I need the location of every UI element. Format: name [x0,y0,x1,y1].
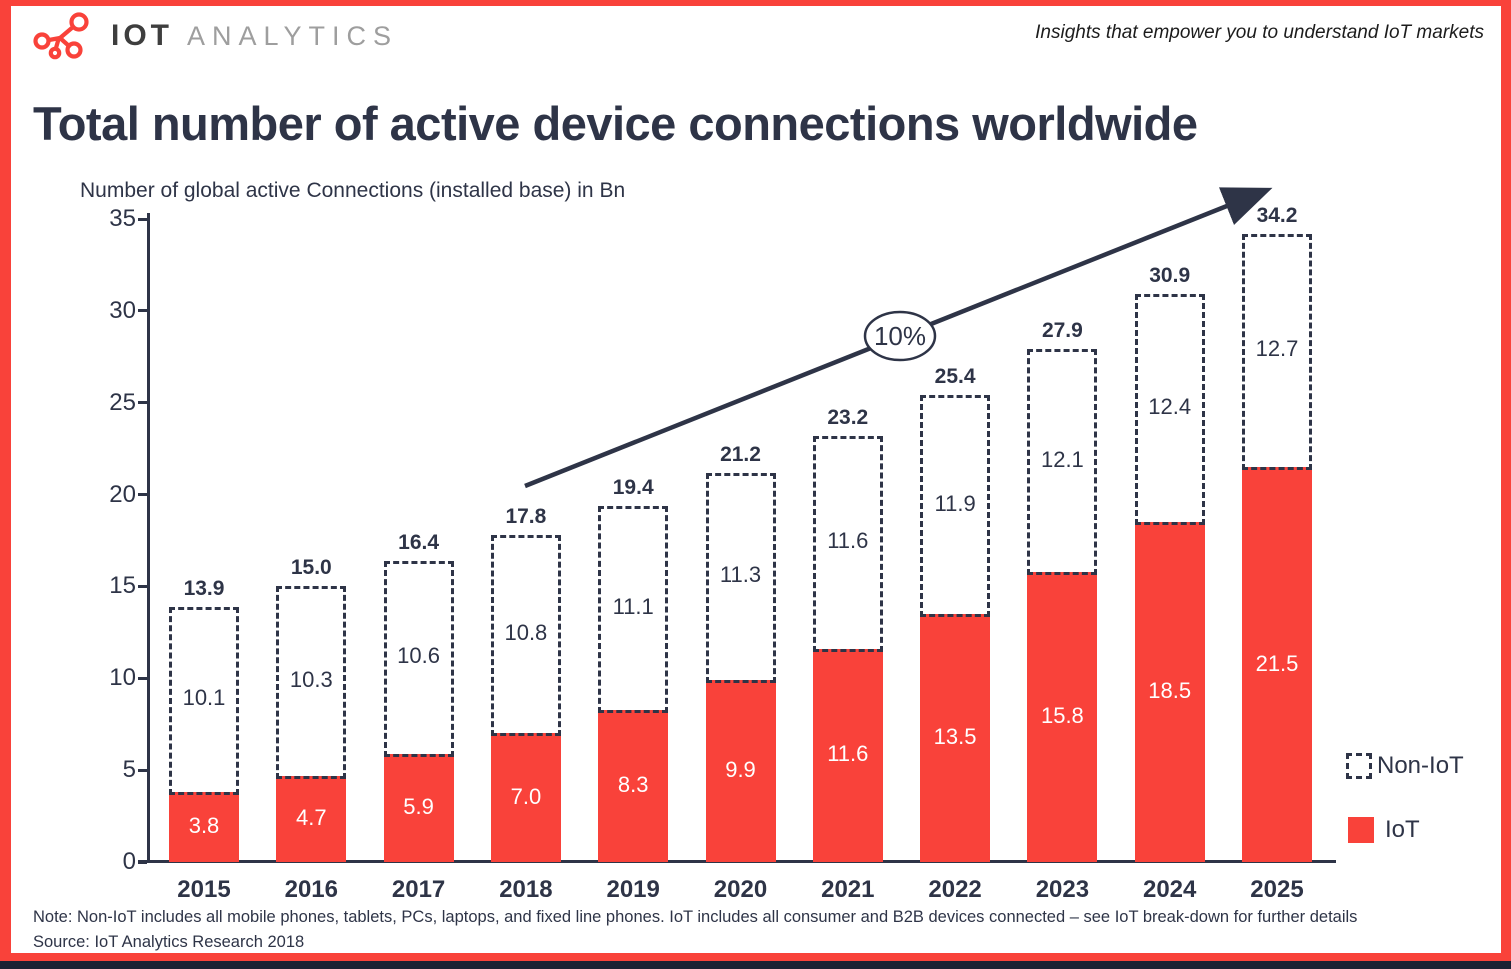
label-noniot-2025: 12.7 [1255,336,1299,362]
legend-item-iot: IoT [1348,816,1420,844]
bar-iot-2019 [598,709,669,862]
x-category-label-2022: 2022 [928,876,982,903]
footnote-source: Source: IoT Analytics Research 2018 [33,933,305,951]
label-iot-2019: 8.3 [617,771,649,797]
label-noniot-2023: 12.1 [1040,446,1084,472]
label-noniot-2018: 10.8 [504,620,548,646]
y-axis-line [147,213,150,863]
bar-noniot-2015 [169,606,239,796]
y-tick-label: 10 [109,664,136,692]
x-category-label-2024: 2024 [1142,876,1197,903]
x-category-label-2019: 2019 [606,876,660,903]
x-category-label-2021: 2021 [821,876,875,903]
label-iot-2018: 7.0 [510,783,542,809]
label-total-2019: 19.4 [612,475,654,499]
y-tick-label: 0 [122,848,136,875]
bar-iot-2021 [812,648,883,862]
label-noniot-2024: 12.4 [1148,394,1192,420]
label-noniot-2015: 10.1 [182,685,226,711]
y-tick-label: 30 [109,296,136,324]
legend-label-noniot: Non-IoT [1377,752,1464,779]
header-tagline: Insights that empower you to understand … [1035,22,1484,43]
label-noniot-2022: 11.9 [934,490,976,516]
bar-noniot-2019 [598,505,669,713]
x-category-label-2018: 2018 [499,876,553,903]
label-iot-2024: 18.5 [1148,678,1192,704]
y-tick-label: 35 [109,205,136,233]
bar-iot-2024 [1134,522,1205,862]
label-noniot-2016: 10.3 [289,667,333,693]
label-noniot-2021: 11.6 [827,528,869,554]
bottom-accent-bar [0,961,1511,969]
bar-iot-2016 [276,775,347,862]
bar-iot-2017 [383,753,454,862]
y-tick-mark [138,217,147,221]
label-total-2016: 15.0 [290,556,332,580]
label-total-2022: 25.4 [934,365,976,389]
bar-iot-2015 [169,792,239,862]
y-tick-label: 5 [122,756,136,784]
label-iot-2023: 15.8 [1040,702,1084,728]
y-tick-mark [138,493,147,497]
bar-iot-2018 [490,733,561,862]
legend-label-iot: IoT [1385,816,1420,843]
axis-units-title: Number of global active Connections (ins… [80,179,626,202]
label-iot-2017: 5.9 [403,793,434,819]
logo-network-icon [33,12,89,60]
bar-noniot-2017 [383,560,454,757]
legend-swatch-noniot-icon [1346,753,1372,779]
growth-rate-label: 10% [874,321,926,351]
footnote-note: Note: Non-IoT includes all mobile phones… [33,908,1358,926]
bar-iot-2020 [705,680,776,862]
label-iot-2025: 21.5 [1255,650,1299,676]
label-total-2017: 16.4 [398,530,440,554]
y-tick-mark [138,584,147,588]
y-tick-label: 15 [109,572,136,600]
bar-noniot-2018 [490,535,561,737]
x-category-label-2016: 2016 [284,876,338,903]
x-category-label-2023: 2023 [1035,876,1090,903]
x-category-label-2025: 2025 [1250,876,1304,903]
bar-noniot-2016 [276,586,347,779]
y-tick-mark [138,309,147,313]
label-total-2018: 17.8 [505,505,547,528]
label-total-2021: 23.2 [827,405,869,429]
logo-text-iot: IOT [111,19,173,52]
label-total-2024: 30.9 [1149,264,1191,288]
logo-text-analytics: ANALYTICS [187,20,399,51]
y-tick-label: 20 [109,480,136,508]
bar-iot-2025 [1242,467,1312,862]
y-tick-label: 25 [109,388,136,416]
y-tick-mark [138,860,147,864]
label-total-2015: 13.9 [183,576,225,600]
label-iot-2021: 11.6 [827,741,869,767]
page-title: Total number of active device connection… [33,97,1198,150]
label-noniot-2020: 11.3 [719,562,762,588]
y-tick-mark [138,768,147,772]
growth-rate-ellipse [863,310,937,362]
legend-swatch-iot-icon [1348,817,1374,843]
label-iot-2016: 4.7 [296,804,327,830]
legend-item-noniot: Non-IoT [1346,752,1464,780]
label-iot-2015: 3.8 [188,813,220,839]
label-noniot-2019: 11.1 [612,593,654,619]
label-total-2025: 34.2 [1256,203,1298,227]
x-category-label-2020: 2020 [713,876,768,903]
x-category-label-2015: 2015 [177,876,231,903]
label-iot-2022: 13.5 [933,724,977,749]
y-tick-mark [138,401,147,405]
label-iot-2020: 9.9 [725,757,756,783]
label-total-2023: 27.9 [1041,319,1083,343]
iot-analytics-logo: IOT ANALYTICS [33,12,398,60]
bar-iot-2022 [920,614,991,862]
bar-iot-2023 [1027,571,1098,862]
y-tick-mark [138,676,147,680]
label-noniot-2017: 10.6 [397,643,440,669]
x-category-label-2017: 2017 [391,876,446,903]
label-total-2020: 21.2 [720,442,761,466]
